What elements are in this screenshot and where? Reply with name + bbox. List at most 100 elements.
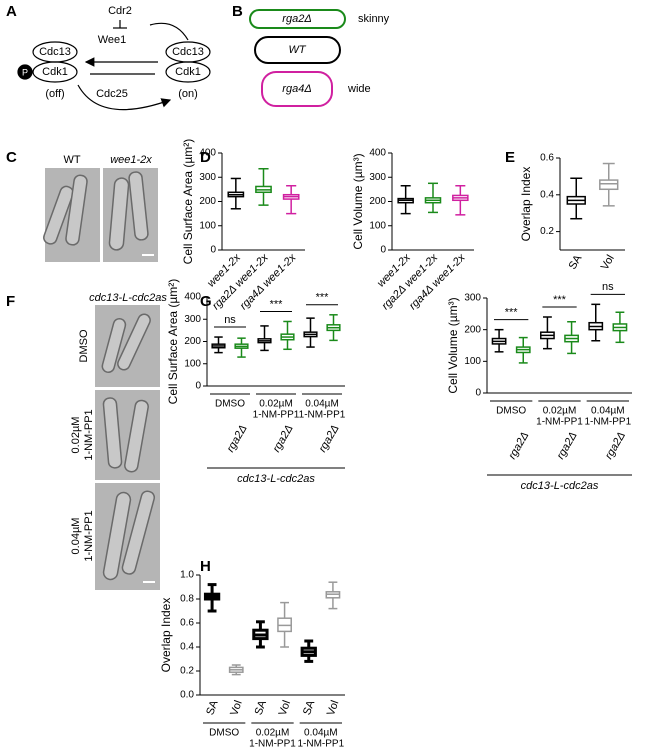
group-label: 1-NM-PP1 — [249, 739, 296, 750]
y-tick-label: 400 — [184, 292, 201, 303]
box — [599, 179, 619, 191]
x-tick-label: SA — [301, 698, 318, 717]
x-axis-label: cdc13-L-cdc2as — [521, 480, 599, 492]
y-tick-label: 100 — [464, 356, 481, 367]
y-tick-label: 100 — [184, 358, 201, 369]
y-tick-label: 0.4 — [180, 642, 194, 653]
group-label: DMSO — [496, 406, 526, 417]
y-tick-label: 0.4 — [540, 189, 554, 200]
panel-f: cdc13-L-cdc2as DMSO 0.02µM 1-NM-PP1 0.04… — [70, 292, 167, 590]
y-tick-label: 0 — [475, 388, 481, 399]
x-tick-label: Vol — [599, 253, 617, 272]
panel-b: rga2Δ skinny WT rga4Δ wide — [249, 9, 390, 107]
y-tick-label: 0.8 — [180, 594, 194, 605]
x-tick-label: Vol — [325, 699, 342, 717]
x-tick-label: rga2Δ — [603, 430, 628, 461]
label: Cdr2 — [108, 5, 132, 17]
label: Cdk1 — [42, 66, 68, 78]
group-label: DMSO — [215, 399, 245, 410]
y-tick-label: 200 — [369, 196, 386, 207]
y-tick-label: 0 — [210, 245, 216, 256]
panel-letters: A B C D E F G H — [6, 3, 515, 575]
label: Wee1 — [98, 34, 127, 46]
x-tick-label: Vol — [277, 699, 294, 717]
letter: E — [505, 149, 515, 166]
label: Cdc25 — [96, 88, 128, 100]
group-label: 1-NM-PP1 — [297, 739, 344, 750]
letter: C — [6, 149, 17, 166]
feedback — [149, 22, 189, 41]
label: WT — [288, 44, 306, 56]
panel-a — [17, 20, 211, 111]
y-tick-label: 200 — [184, 336, 201, 347]
label: (on) — [178, 88, 198, 100]
y-axis-label: Cell Surface Area (µm²) — [166, 279, 180, 405]
letter: B — [232, 3, 243, 20]
label: 0.02µM — [70, 417, 82, 454]
group-label: 1-NM-PP1 — [536, 417, 583, 428]
cdk1-shape — [165, 61, 211, 83]
group-label: 0.04µM — [591, 406, 625, 417]
group-label: DMSO — [209, 728, 239, 739]
y-tick-label: 0.6 — [540, 153, 554, 164]
y-tick-label: 300 — [184, 314, 201, 325]
x-tick-label: rga2Δ — [225, 423, 250, 454]
phospho-dot — [17, 64, 33, 80]
significance: *** — [553, 294, 567, 306]
label: wee1-2x — [110, 154, 152, 166]
skinny-cell — [249, 9, 346, 29]
label: Cdk1 — [175, 66, 201, 78]
label: (off) — [45, 88, 64, 100]
x-axis-label: cdc13-L-cdc2as — [237, 473, 315, 485]
group-label: 0.04µM — [304, 728, 338, 739]
y-tick-label: 0.2 — [180, 666, 194, 677]
group-label: 1-NM-PP1 — [253, 410, 300, 421]
letter: H — [200, 558, 211, 575]
letter: G — [200, 293, 212, 310]
label: skinny — [358, 13, 390, 25]
label: rga4Δ — [282, 83, 311, 95]
y-tick-label: 300 — [464, 293, 481, 304]
significance: ns — [224, 314, 236, 326]
significance: *** — [270, 298, 284, 310]
y-tick-label: 0 — [195, 381, 201, 392]
letter: A — [6, 3, 17, 20]
panel-a-text: Cdc13 Cdk1 (off) Cdc13 Cdk1 (on) P Cdr2 … — [22, 5, 204, 100]
label: 1-NM-PP1 — [83, 510, 95, 561]
y-tick-label: 0.6 — [180, 618, 194, 629]
label: DMSO — [78, 329, 90, 362]
label: Cdc13 — [172, 46, 204, 58]
panel-c: WT wee1-2x — [43, 154, 158, 262]
y-tick-label: 1.0 — [180, 570, 194, 581]
x-tick-label: SA — [253, 698, 270, 717]
wide-cell — [261, 71, 333, 107]
x-tick-label: rga2Δ — [555, 430, 580, 461]
x-tick-label: SA — [567, 252, 585, 271]
group-label: 0.04µM — [305, 399, 339, 410]
y-tick-label: 0 — [380, 245, 386, 256]
y-axis-label: Cell Volume (µm³) — [351, 153, 365, 249]
significance: *** — [505, 307, 519, 319]
x-tick-label: SA — [204, 698, 221, 717]
significance: ns — [602, 281, 614, 293]
significance: *** — [316, 292, 330, 304]
y-tick-label: 0.0 — [180, 690, 194, 701]
cells — [101, 313, 156, 581]
group-label: 1-NM-PP1 — [299, 410, 346, 421]
x-tick-label: rga2Δ — [506, 430, 531, 461]
group-label: 0.02µM — [543, 406, 577, 417]
label: Cdc13 — [39, 46, 71, 58]
cells — [43, 171, 149, 251]
group-label: 1-NM-PP1 — [584, 417, 631, 428]
y-tick-label: 300 — [199, 172, 216, 183]
y-tick-label: 200 — [199, 196, 216, 207]
y-axis-label: Cell Volume (µm³) — [446, 297, 460, 393]
y-axis-label: Cell Surface Area (µm²) — [181, 139, 195, 265]
label: 1-NM-PP1 — [83, 409, 95, 460]
feedback — [77, 84, 172, 111]
x-tick-label: Vol — [228, 699, 245, 717]
group-label: 0.02µM — [256, 728, 290, 739]
y-tick-label: 200 — [464, 324, 481, 335]
label: wide — [347, 83, 371, 95]
